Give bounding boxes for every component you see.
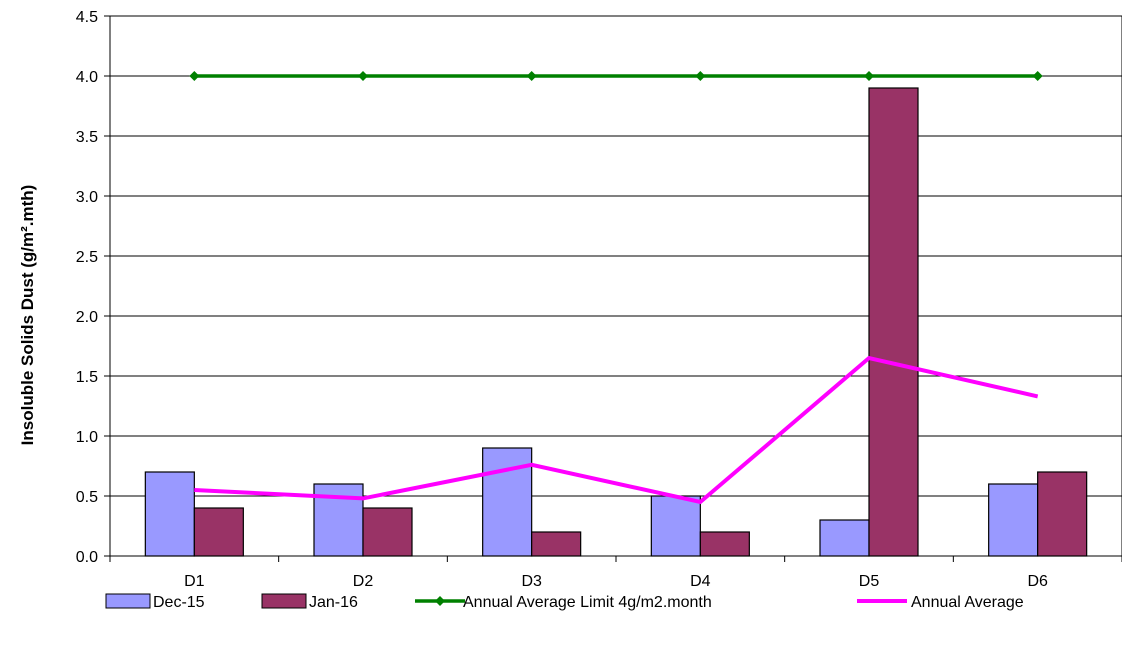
y-tick-label: 4.5: [76, 9, 98, 26]
bar-jan-16-d3: [531, 531, 582, 557]
bar-dec-15-d4: [650, 495, 701, 557]
legend-swatch-jan-16: [261, 593, 307, 609]
legend-label-annual-average-limit-4g-m2-month: Annual Average Limit 4g/m2.month: [463, 594, 712, 611]
y-tick-label: 2.5: [76, 249, 98, 266]
x-tick-label: D3: [521, 573, 542, 590]
bar-jan-16-d2: [362, 507, 413, 557]
series-line-annual-average: [194, 355, 1039, 505]
diamond-marker: [358, 71, 368, 81]
y-tick-label: 2.0: [76, 309, 98, 326]
bar-jan-16-d6: [1037, 471, 1088, 557]
y-axis-title: Insoluble Solids Dust (g/m².mth): [18, 185, 37, 446]
diamond-marker: [1032, 71, 1043, 81]
bar-dec-15-d3: [482, 447, 533, 557]
x-tick-label: D2: [353, 573, 374, 590]
x-tick-label: D4: [690, 573, 711, 590]
lines: [189, 71, 1043, 505]
y-tick-label: 4.0: [76, 69, 98, 86]
y-tick-label: 3.5: [76, 129, 98, 146]
bar-dec-15-d6: [988, 483, 1039, 557]
legend-label-annual-average: Annual Average: [911, 594, 1024, 611]
y-tick-label: 1.0: [76, 429, 98, 446]
legend-label-dec-15: Dec-15: [153, 594, 205, 611]
legend-swatch-dec-15: [105, 593, 151, 609]
x-tick-label: D1: [184, 573, 205, 590]
bar-jan-16-d5: [868, 87, 919, 557]
x-tick-label: D6: [1027, 573, 1048, 590]
bar-dec-15-d5: [819, 519, 870, 557]
y-tick-label: 0.5: [76, 489, 98, 506]
diamond-marker: [864, 71, 874, 81]
diamond-marker: [526, 71, 537, 81]
diamond-marker: [189, 71, 200, 81]
bars: [144, 87, 1088, 557]
y-tick-label: 0.0: [76, 549, 98, 566]
gridlines: [110, 15, 1122, 497]
bar-dec-15-d1: [144, 471, 195, 557]
legend: Dec-15 Jan-16 Annual Average Limit 4g/m2.m…: [105, 593, 1024, 611]
bar-jan-16-d1: [193, 507, 244, 557]
legend-label-jan-16: Jan-16: [309, 594, 358, 611]
legend-diamond-marker: [435, 596, 445, 606]
axes: 0.0 0.5 1.0 1.5 2.0 2.5 3.0 3.5 4.0 4.5 D1 D2 D3 D4 D5…: [76, 9, 1122, 590]
diamond-marker: [695, 71, 706, 81]
y-tick-label: 3.0: [76, 189, 98, 206]
x-tick-label: D5: [859, 573, 880, 590]
y-tick-label: 1.5: [76, 369, 98, 386]
bar-jan-16-d4: [699, 531, 750, 557]
